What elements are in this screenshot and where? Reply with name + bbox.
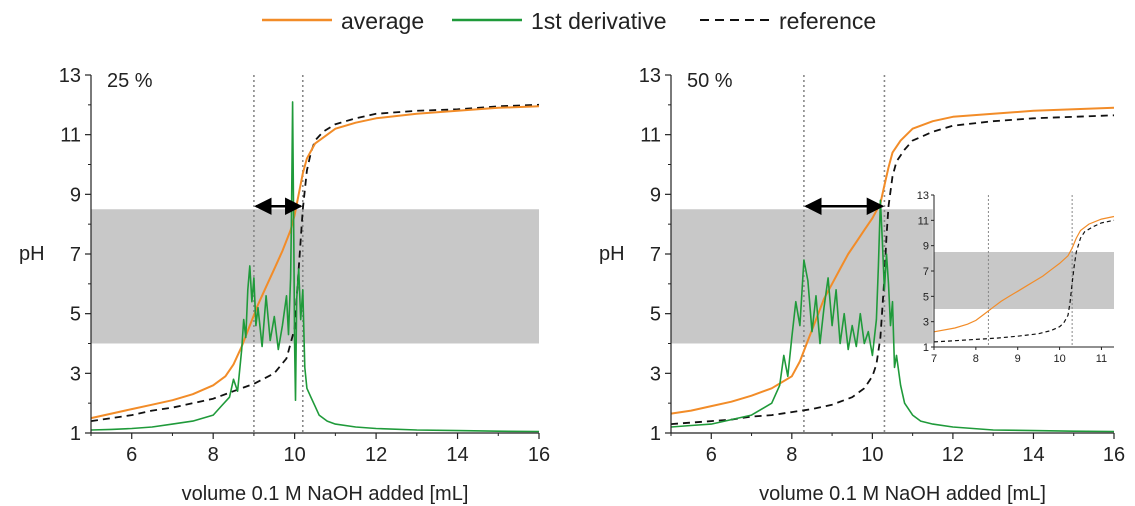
x-tick-label: 12 [365,444,387,466]
y-tick-label: 5 [70,304,81,326]
x-tick-label: 10 [284,444,306,466]
series-1st-derivative [90,101,540,433]
legend-label-reference: reference [779,8,876,34]
inset-y-tick-label: 1 [923,342,929,354]
inset-y-tick-label: 7 [923,266,929,278]
x-tick-label: 16 [1103,444,1125,466]
inset-y-tick-label: 11 [918,215,929,227]
inset-x-tick-label: 11 [1096,353,1107,365]
x-axis-label: volume 0.1 M NaOH added [mL] [182,483,469,505]
y-tick-label: 3 [650,363,661,385]
y-tick-label: 1 [650,423,661,445]
legend-label-average: average [341,8,424,34]
panel-label: 50 % [687,70,733,92]
y-tick-label: 9 [650,184,661,206]
inset-y-tick-label: 13 [917,190,929,202]
y-tick-label: 1 [70,423,81,445]
y-tick-label: 7 [650,244,661,266]
x-tick-label: 10 [861,444,883,466]
x-tick-label: 16 [528,444,550,466]
inset-x-tick-label: 9 [1015,353,1021,365]
x-tick-label: 14 [1022,444,1044,466]
legend: average 1st derivative reference [262,8,876,34]
x-tick-label: 8 [208,444,219,466]
inset-series-average [933,215,1115,333]
x-tick-label: 8 [786,444,797,466]
legend-label-derivative: 1st derivative [531,8,667,34]
y-tick-label: 11 [60,125,81,147]
y-tick-label: 5 [650,304,661,326]
y-tick-label: 11 [640,125,661,147]
y-tick-label: 7 [70,244,81,266]
inset-ph-band [934,252,1114,309]
series-average [90,105,540,420]
x-axis-label: volume 0.1 M NaOH added [mL] [759,483,1046,505]
x-tick-label: 6 [126,444,137,466]
inset-series-reference [933,219,1115,343]
series-average [670,106,1115,415]
panel-label: 25 % [107,70,153,92]
series-reference [670,114,1115,425]
y-tick-label: 13 [639,65,661,87]
y-tick-label: 13 [59,65,81,87]
y-axis-label: pH [19,243,45,265]
y-tick-label: 3 [70,363,81,385]
x-tick-label: 6 [706,444,717,466]
y-tick-label: 9 [70,184,81,206]
inset-x-tick-label: 10 [1053,353,1065,365]
x-tick-label: 12 [942,444,964,466]
x-tick-label: 14 [446,444,468,466]
inset-y-tick-label: 9 [923,241,929,253]
y-axis-label: pH [599,243,625,265]
inset-y-tick-label: 5 [923,291,929,303]
inset-y-tick-label: 3 [923,317,929,329]
inset-x-tick-label: 7 [931,353,937,365]
ph-band [671,209,933,344]
ph-band [91,209,539,344]
series-1st-derivative [670,199,1115,433]
inset-x-tick-label: 8 [973,353,979,365]
